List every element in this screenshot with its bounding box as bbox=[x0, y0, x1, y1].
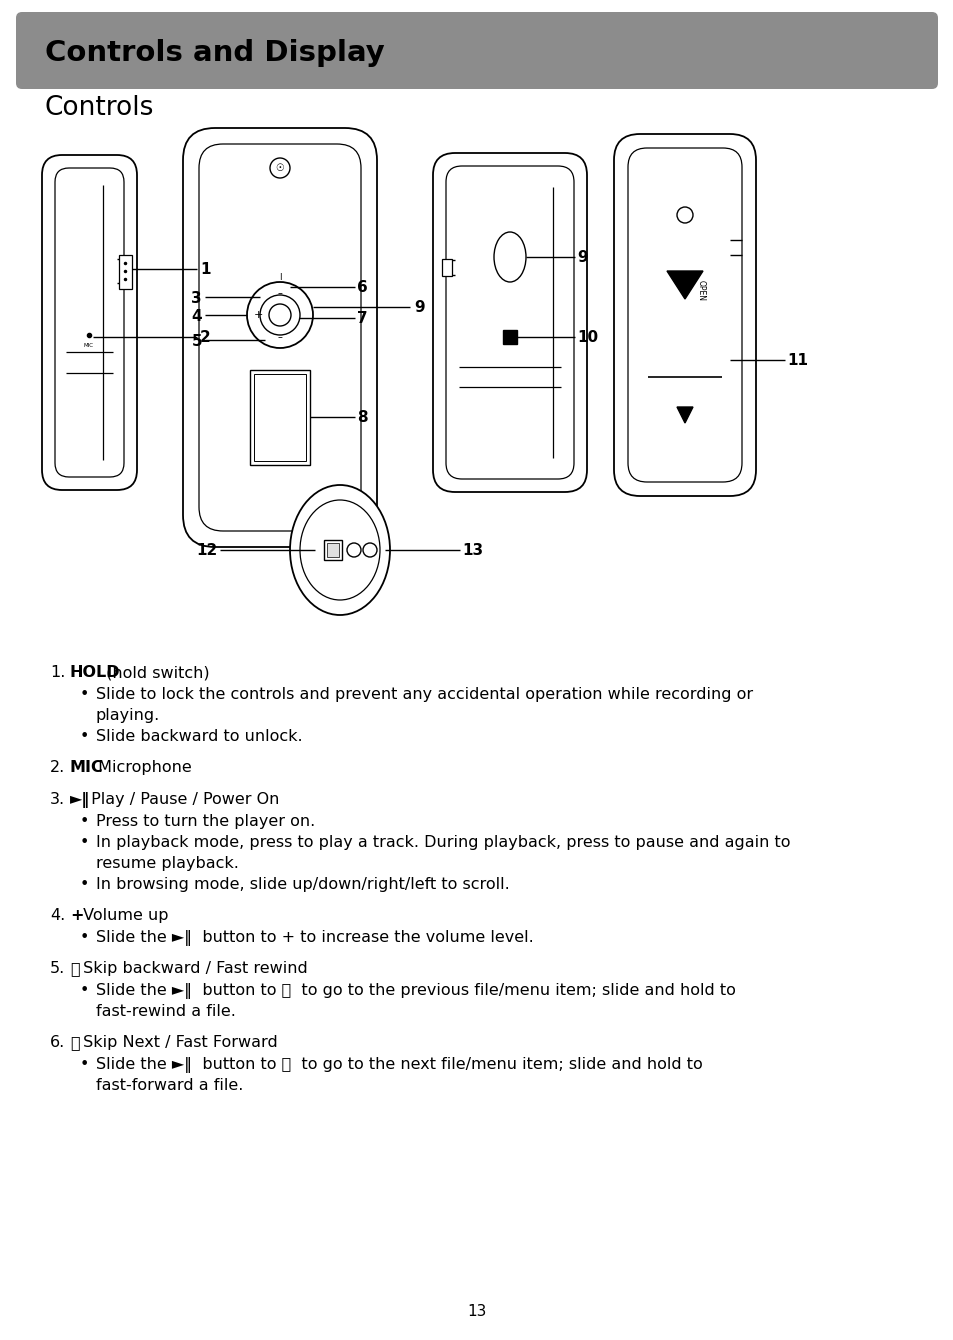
Bar bbox=[502, 330, 517, 344]
Text: Controls and Display: Controls and Display bbox=[45, 39, 384, 67]
Text: +: + bbox=[253, 310, 262, 320]
Bar bbox=[119, 255, 132, 289]
Text: 10: 10 bbox=[577, 330, 598, 344]
Text: Microphone: Microphone bbox=[93, 760, 192, 775]
Text: resume playback.: resume playback. bbox=[96, 856, 238, 871]
Polygon shape bbox=[666, 271, 702, 299]
Text: –: – bbox=[277, 332, 282, 342]
Text: fast-forward a file.: fast-forward a file. bbox=[96, 1077, 243, 1093]
Text: 2.: 2. bbox=[50, 760, 65, 775]
Text: +: + bbox=[70, 909, 84, 923]
Text: Skip Next / Fast Forward: Skip Next / Fast Forward bbox=[78, 1034, 277, 1051]
Text: •: • bbox=[80, 984, 90, 998]
Bar bbox=[250, 370, 310, 465]
Text: HOLD: HOLD bbox=[70, 665, 120, 679]
Text: 9: 9 bbox=[577, 251, 587, 265]
Circle shape bbox=[270, 158, 290, 178]
Circle shape bbox=[347, 543, 360, 557]
Text: 1.: 1. bbox=[50, 665, 66, 679]
FancyBboxPatch shape bbox=[16, 12, 937, 88]
Text: Slide backward to unlock.: Slide backward to unlock. bbox=[96, 729, 302, 744]
Text: 13: 13 bbox=[461, 543, 482, 557]
Text: Slide the ►‖  button to + to increase the volume level.: Slide the ►‖ button to + to increase the… bbox=[96, 930, 533, 946]
Text: Slide the ►‖  button to ⏭  to go to the next file/menu item; slide and hold to: Slide the ►‖ button to ⏭ to go to the ne… bbox=[96, 1057, 702, 1073]
Text: •: • bbox=[80, 729, 90, 744]
Text: OPEN: OPEN bbox=[696, 280, 705, 300]
Text: 4: 4 bbox=[192, 310, 202, 324]
Text: In playback mode, press to play a track. During playback, press to pause and aga: In playback mode, press to play a track.… bbox=[96, 835, 790, 850]
Bar bbox=[253, 374, 306, 461]
Text: Slide the ►‖  button to ⏮  to go to the previous file/menu item; slide and hold : Slide the ►‖ button to ⏮ to go to the pr… bbox=[96, 984, 735, 1000]
FancyBboxPatch shape bbox=[627, 147, 741, 482]
Ellipse shape bbox=[299, 500, 379, 600]
Text: MIC: MIC bbox=[84, 343, 94, 348]
Bar bbox=[324, 540, 341, 560]
Text: 5.: 5. bbox=[50, 961, 65, 976]
Bar bbox=[327, 543, 338, 557]
Text: 2: 2 bbox=[200, 330, 211, 344]
Text: Press to turn the player on.: Press to turn the player on. bbox=[96, 813, 314, 829]
Text: 13: 13 bbox=[467, 1305, 486, 1320]
Text: 7: 7 bbox=[356, 311, 367, 326]
Text: Skip backward / Fast rewind: Skip backward / Fast rewind bbox=[78, 961, 307, 976]
FancyBboxPatch shape bbox=[446, 166, 574, 478]
Text: •: • bbox=[80, 1057, 90, 1072]
Polygon shape bbox=[677, 407, 692, 423]
Text: playing.: playing. bbox=[96, 708, 160, 724]
Bar bbox=[441, 259, 452, 276]
Text: •: • bbox=[80, 930, 90, 945]
Circle shape bbox=[260, 295, 299, 335]
Text: Slide to lock the controls and prevent any accidental operation while recording : Slide to lock the controls and prevent a… bbox=[96, 687, 752, 702]
Text: Play / Pause / Power On: Play / Pause / Power On bbox=[86, 792, 278, 807]
Text: 12: 12 bbox=[196, 543, 218, 557]
FancyBboxPatch shape bbox=[42, 155, 137, 490]
Text: ☉: ☉ bbox=[275, 163, 284, 173]
Text: 3.: 3. bbox=[50, 792, 65, 807]
FancyBboxPatch shape bbox=[183, 129, 376, 547]
Text: ►‖: ►‖ bbox=[70, 792, 91, 808]
Text: 8: 8 bbox=[356, 410, 367, 425]
Text: MIC: MIC bbox=[70, 760, 104, 775]
FancyBboxPatch shape bbox=[614, 134, 755, 496]
Text: 11: 11 bbox=[786, 352, 807, 368]
Text: 6: 6 bbox=[356, 280, 367, 295]
Text: 5: 5 bbox=[192, 334, 202, 348]
Ellipse shape bbox=[290, 485, 390, 615]
Text: •: • bbox=[80, 687, 90, 702]
Text: 6.: 6. bbox=[50, 1034, 65, 1051]
Text: Volume up: Volume up bbox=[78, 909, 168, 923]
FancyBboxPatch shape bbox=[199, 143, 360, 531]
Ellipse shape bbox=[494, 232, 525, 281]
Text: –: – bbox=[277, 288, 282, 297]
Text: •: • bbox=[80, 835, 90, 850]
Circle shape bbox=[269, 304, 291, 326]
Circle shape bbox=[677, 206, 692, 222]
Text: fast-rewind a file.: fast-rewind a file. bbox=[96, 1004, 235, 1018]
Text: •: • bbox=[80, 813, 90, 829]
Text: ⏭: ⏭ bbox=[70, 1034, 79, 1051]
Text: In browsing mode, slide up/down/right/left to scroll.: In browsing mode, slide up/down/right/le… bbox=[96, 876, 509, 892]
Text: 3: 3 bbox=[192, 291, 202, 306]
FancyBboxPatch shape bbox=[433, 153, 586, 492]
Text: 1: 1 bbox=[200, 263, 211, 277]
Circle shape bbox=[363, 543, 376, 557]
Text: 4.: 4. bbox=[50, 909, 65, 923]
Text: (hold switch): (hold switch) bbox=[101, 665, 210, 679]
Text: ⏮: ⏮ bbox=[70, 961, 79, 976]
Text: I: I bbox=[278, 273, 281, 281]
FancyBboxPatch shape bbox=[55, 168, 124, 477]
Text: 9: 9 bbox=[414, 300, 424, 315]
Circle shape bbox=[247, 281, 313, 348]
Text: •: • bbox=[80, 876, 90, 892]
Text: Controls: Controls bbox=[45, 95, 154, 121]
